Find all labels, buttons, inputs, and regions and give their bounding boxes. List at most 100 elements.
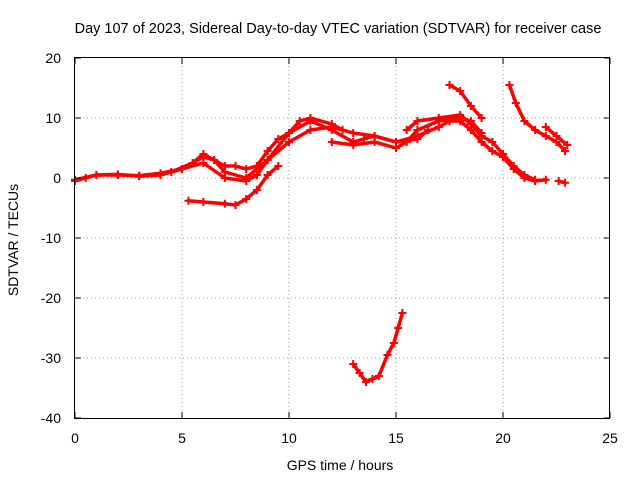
data-point [554,177,563,185]
data-point [392,144,400,152]
data-point [92,171,101,179]
plot-frame [74,57,610,419]
data-point [505,81,514,89]
data-point [477,114,486,122]
data-point [370,138,379,146]
data-point [563,141,572,149]
data-point [285,129,293,137]
data-point [263,171,272,179]
series-track-10 [554,177,570,187]
series-track-4 [184,162,283,209]
data-point [541,175,550,184]
data-point [552,132,561,140]
data-point [295,117,304,125]
data-point [135,171,144,180]
chart-title: Day 107 of 2023, Sidereal Day-to-day VTE… [75,21,602,37]
data-point [242,165,251,173]
data-point [413,135,422,143]
grid-lines [75,58,610,418]
data-point [306,126,315,134]
data-point [531,126,540,134]
data-point [263,156,272,164]
data-point [220,168,229,176]
data-point [113,171,122,179]
x-tick-label: 20 [495,430,511,446]
series-track-9 [541,123,572,149]
data-point [511,99,520,107]
data-point [456,111,465,119]
data-point [398,309,407,317]
data-point [252,171,261,179]
y-tick-label: -20 [41,290,61,306]
data-point [466,120,475,128]
series-line [186,164,281,207]
y-tick-label: -10 [41,230,61,246]
x-axis-label: GPS time / hours [287,457,394,473]
axis-ticks: 0 5 10 15 20 25 -40 -30 -20 -10 0 10 20 [41,50,618,446]
data-point [252,186,261,194]
series-line [447,83,484,120]
y-tick-label: -40 [41,410,61,426]
x-tick-label: 5 [178,430,186,446]
data-point [167,168,176,176]
series-track-3 [167,117,433,182]
series-line [169,119,430,180]
data-point [274,162,283,170]
data-point [488,147,497,155]
data-point [327,126,336,134]
data-point [199,159,208,167]
x-tick-label: 10 [281,430,297,446]
data-point [242,195,251,203]
data-point [263,147,272,155]
data-point [561,147,570,155]
data-point [327,138,336,146]
data-point [242,174,251,182]
data-point [220,199,229,208]
y-tick-label: 20 [45,50,61,66]
data-point [541,123,550,131]
data-point [231,201,240,209]
data-point [274,135,283,143]
series-track-8 [505,81,570,155]
data-point [374,372,383,380]
x-tick-label: 0 [71,430,79,446]
data-point [477,132,486,140]
data-point [199,198,208,206]
data-point [499,150,507,158]
data-point [355,369,364,377]
data-point [156,169,165,178]
data-point [184,196,193,205]
data-point [456,87,465,95]
data-point [306,117,315,125]
data-point [199,150,208,158]
data-point [394,324,403,332]
series-track-11 [349,309,407,386]
data-point [402,126,411,134]
data-point [359,135,368,143]
data-point [541,132,550,140]
data-traces [71,81,572,386]
y-tick-label: 10 [45,110,61,126]
data-point [349,360,358,368]
y-tick-label: 0 [53,170,61,186]
data-point [488,138,497,146]
data-point [210,156,219,164]
data-point [362,378,371,386]
data-point [413,117,422,125]
data-point [349,141,358,149]
data-point [509,162,518,170]
data-point [466,102,475,110]
data-point [349,129,358,137]
data-point [413,126,422,134]
x-tick-label: 15 [388,430,404,446]
y-axis-label: SDTVAR / TECUs [5,184,21,296]
series-track-7 [445,81,486,122]
data-point [368,375,377,383]
data-point [402,138,411,146]
data-point [383,351,392,359]
y-tick-label: -30 [41,350,61,366]
data-point [520,171,529,179]
data-point [188,159,197,167]
data-point [285,138,293,146]
